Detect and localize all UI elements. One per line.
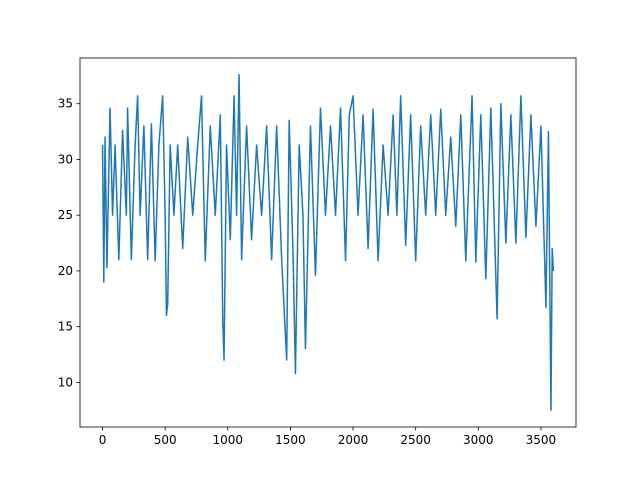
y-tick-label: 20 <box>58 264 73 278</box>
y-tick-label: 30 <box>58 152 73 166</box>
y-tick-label: 25 <box>58 208 73 222</box>
y-tick-label: 10 <box>58 375 73 389</box>
x-tick-label: 500 <box>154 433 177 447</box>
x-tick-label: 1000 <box>213 433 244 447</box>
x-tick-label: 3500 <box>526 433 557 447</box>
x-tick-label: 2000 <box>338 433 369 447</box>
y-tick-label: 15 <box>58 320 73 334</box>
x-tick-label: 2500 <box>400 433 431 447</box>
x-tick-label: 0 <box>99 433 107 447</box>
y-tick-label: 35 <box>58 97 73 111</box>
data-line <box>101 73 555 412</box>
x-tick-label: 3000 <box>463 433 494 447</box>
x-tick-label: 1500 <box>275 433 306 447</box>
plot-frame <box>79 57 577 428</box>
